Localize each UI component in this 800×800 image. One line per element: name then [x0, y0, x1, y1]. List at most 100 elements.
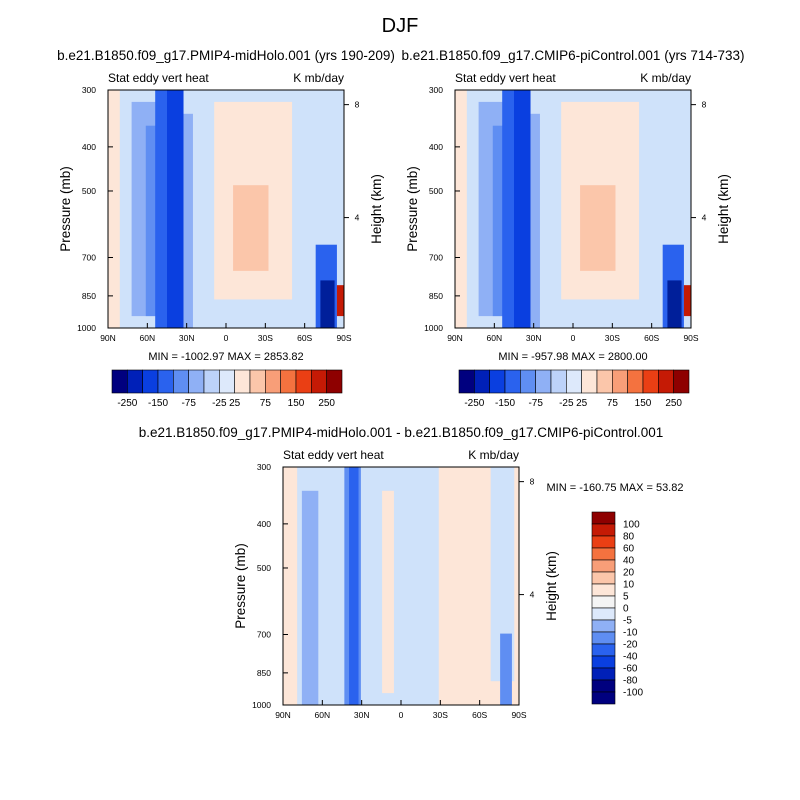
colorbar-label: 75 [260, 398, 272, 409]
field-band [667, 280, 682, 328]
x-tick-label: 30S [258, 333, 273, 343]
x-tick-label: 30N [179, 333, 195, 343]
colorbar-box [581, 369, 598, 394]
x-tick-label: 60S [297, 333, 312, 343]
colorbar-label: 80 [623, 532, 635, 543]
y-right-tick-label: 4 [355, 213, 360, 223]
y-right-tick-label: 4 [702, 213, 707, 223]
colorbar-label: -80 [623, 676, 638, 687]
colorbar-label: 5 [623, 592, 629, 603]
field-name-label: Stat eddy vert heat [283, 448, 384, 462]
panel-title: b.e21.B1850.f09_g17.PMIP4-midHolo.001 - … [139, 425, 664, 440]
field-band [301, 490, 319, 705]
colorbar-box [596, 369, 613, 394]
y-axis-title: Pressure (mb) [233, 543, 248, 629]
colorbar-box [311, 369, 327, 394]
y-tick-label: 700 [257, 629, 271, 639]
x-tick-label: 30N [354, 710, 370, 720]
y-tick-label: 850 [82, 291, 96, 301]
colorbar-box [458, 369, 475, 394]
colorbar-label: 250 [665, 398, 682, 409]
y-tick-label: 500 [429, 186, 443, 196]
y-tick-label: 400 [257, 519, 271, 529]
field-band [108, 90, 120, 328]
x-tick-label: 60S [644, 333, 659, 343]
field-band [530, 113, 540, 328]
colorbar-box [591, 559, 616, 573]
units-label: K mb/day [640, 71, 691, 85]
field-band [318, 467, 335, 705]
field-band [349, 467, 359, 705]
y-tick-label: 500 [257, 563, 271, 573]
colorbar-box [591, 523, 616, 537]
y-tick-label: 850 [429, 291, 443, 301]
colorbar: -250 -150 -75 -25 25 75 150 250 [111, 369, 343, 409]
x-tick-label: 0 [224, 333, 229, 343]
y-tick-label: 400 [82, 142, 96, 152]
colorbar-label: -100 [623, 688, 643, 699]
min-max-stats: MIN = -957.98 MAX = 2800.00 [498, 351, 647, 363]
units-label: K mb/day [468, 448, 519, 462]
colorbar-label: -250 [117, 398, 137, 409]
field-band [183, 113, 193, 328]
y-tick-label: 1000 [252, 700, 271, 710]
x-tick-label: 30S [605, 333, 620, 343]
colorbar-label: -150 [495, 398, 515, 409]
colorbar-box [265, 369, 281, 394]
y-right-tick-label: 8 [702, 100, 707, 110]
x-tick-label: 0 [399, 710, 404, 720]
colorbar-label: 25 [576, 398, 588, 409]
colorbar-label: -20 [623, 640, 638, 651]
colorbar-box [591, 511, 616, 525]
colorbar-box [280, 369, 297, 394]
y-axis-title: Pressure (mb) [58, 166, 73, 252]
units-label: K mb/day [293, 71, 344, 85]
colorbar-box [535, 369, 552, 394]
x-tick-label: 30N [526, 333, 542, 343]
colorbar-label: 60 [623, 544, 635, 555]
colorbar-box [591, 667, 616, 681]
x-tick-label: 90N [275, 710, 291, 720]
min-max-stats: MIN = -1002.97 MAX = 2853.82 [148, 351, 303, 363]
y-tick-label: 1000 [77, 323, 96, 333]
colorbar-label: -5 [623, 616, 632, 627]
x-tick-label: 90N [100, 333, 116, 343]
x-tick-label: 60N [487, 333, 503, 343]
colorbar-box [591, 691, 616, 705]
field-band [233, 185, 269, 271]
colorbar-box [188, 369, 205, 394]
colorbar-box [627, 369, 644, 394]
field-band [382, 490, 394, 694]
y-right-tick-label: 8 [355, 100, 360, 110]
field-band [336, 285, 344, 317]
min-max-stats: MIN = -160.75 MAX = 53.82 [547, 482, 684, 494]
colorbar-label: 10 [623, 580, 635, 591]
x-tick-label: 30S [433, 710, 448, 720]
y-tick-label: 700 [429, 252, 443, 262]
panel-1: b.e21.B1850.f09_g17.PMIP4-midHolo.001 (y… [57, 48, 395, 409]
field-band [500, 633, 512, 705]
colorbar-label: -25 [559, 398, 574, 409]
colorbar-box [642, 369, 659, 394]
colorbar-box [520, 369, 536, 394]
field-band [283, 467, 298, 705]
y-tick-label: 400 [429, 142, 443, 152]
colorbar-label: 250 [318, 398, 335, 409]
colorbar-box [550, 369, 567, 394]
y-tick-label: 300 [257, 462, 271, 472]
x-tick-label: 90S [336, 333, 351, 343]
y-axis-right-title: Height (km) [716, 174, 731, 244]
y-right-tick-label: 8 [530, 477, 535, 487]
field-band [320, 280, 335, 328]
field-band [455, 90, 467, 328]
panel-title: b.e21.B1850.f09_g17.PMIP4-midHolo.001 (y… [57, 48, 395, 63]
colorbar-box [591, 535, 616, 549]
colorbar-label: 150 [288, 398, 305, 409]
colorbar-box [219, 369, 235, 394]
y-tick-label: 1000 [424, 323, 443, 333]
colorbar-box [295, 369, 312, 394]
colorbar-box [474, 369, 490, 394]
colorbar-box [489, 369, 506, 394]
